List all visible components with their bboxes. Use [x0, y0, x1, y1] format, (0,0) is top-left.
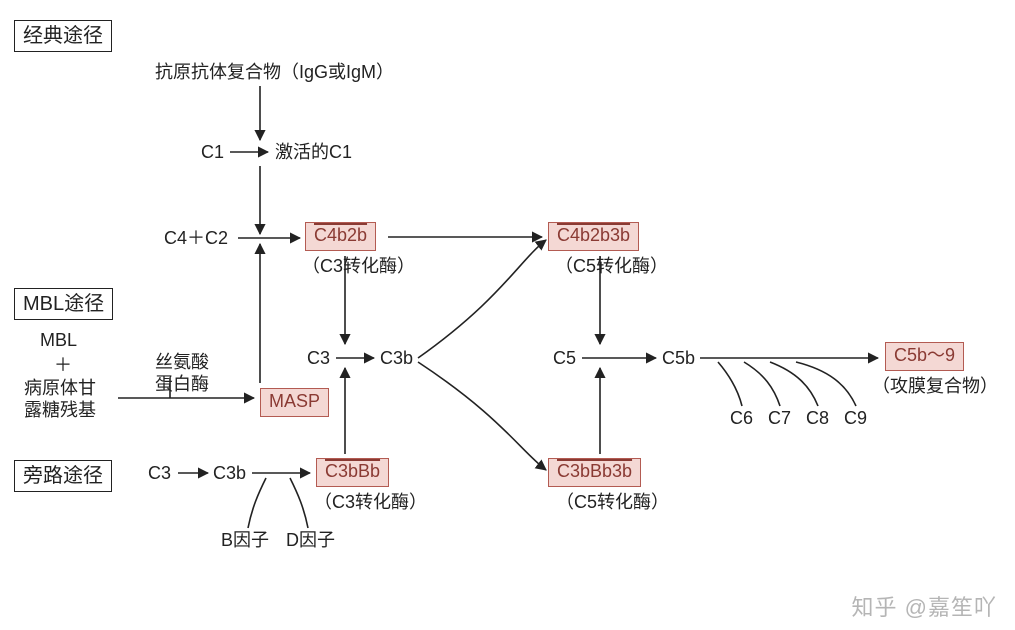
enzyme-c4b2b-text: C4b2b: [314, 225, 367, 245]
label-c7: C7: [768, 408, 791, 430]
enzyme-c5b9: C5b～9: [885, 342, 964, 371]
enzyme-c3bbb3b-text: C3bBb3b: [557, 461, 632, 481]
enzyme-masp: MASP: [260, 388, 329, 417]
enzyme-c4b2b3b: C4b2b3b: [548, 222, 639, 251]
label-b-factor: B因子: [221, 530, 269, 552]
enzyme-masp-text: MASP: [269, 391, 320, 411]
label-antigen-antibody: 抗原抗体复合物（IgG或IgM）: [155, 62, 394, 84]
title-classical: 经典途径: [14, 20, 112, 52]
label-c3-alt: C3: [148, 463, 171, 485]
title-mbl: MBL途径: [14, 288, 113, 320]
label-d-factor: D因子: [286, 530, 335, 552]
enzyme-c3bbb: C3bBb: [316, 458, 389, 487]
label-c5-convertase-classical: （C5转化酶）: [555, 256, 668, 278]
enzyme-c4b2b: C4b2b: [305, 222, 376, 251]
label-activated-c1: 激活的C1: [275, 142, 352, 164]
label-c3-mid: C3: [307, 348, 330, 370]
label-serine-protease: 丝氨酸 蛋白酶: [155, 352, 209, 395]
label-c4-c2: C4＋C2: [164, 228, 228, 250]
label-c6: C6: [730, 408, 753, 430]
label-mac: （攻膜复合物）: [872, 376, 998, 398]
enzyme-c3bbb-text: C3bBb: [325, 461, 380, 481]
watermark: 知乎 @嘉笙吖: [852, 590, 997, 622]
label-c5: C5: [553, 348, 576, 370]
label-c3-convertase-alt: （C3转化酶）: [314, 492, 427, 514]
enzyme-c3bbb3b: C3bBb3b: [548, 458, 641, 487]
label-c9: C9: [844, 408, 867, 430]
enzyme-c5b9-text: C5b～9: [894, 345, 955, 365]
label-c8: C8: [806, 408, 829, 430]
label-c5b: C5b: [662, 348, 695, 370]
diagram-wires: [0, 0, 1015, 630]
label-c1: C1: [201, 142, 224, 164]
label-mbl: MBL: [40, 330, 77, 352]
label-c3b-mid: C3b: [380, 348, 413, 370]
complement-pathway-diagram: { "canvas": { "width": 1015, "height": 6…: [0, 0, 1015, 630]
title-alternative: 旁路途径: [14, 460, 112, 492]
label-mannose: 病原体甘 露糖残基: [24, 378, 96, 421]
label-c3b-alt: C3b: [213, 463, 246, 485]
label-plus: ＋: [54, 355, 72, 377]
label-c5-convertase-alt: （C5转化酶）: [556, 492, 669, 514]
enzyme-c4b2b3b-text: C4b2b3b: [557, 225, 630, 245]
label-c3-convertase-classical: （C3转化酶）: [302, 256, 415, 278]
